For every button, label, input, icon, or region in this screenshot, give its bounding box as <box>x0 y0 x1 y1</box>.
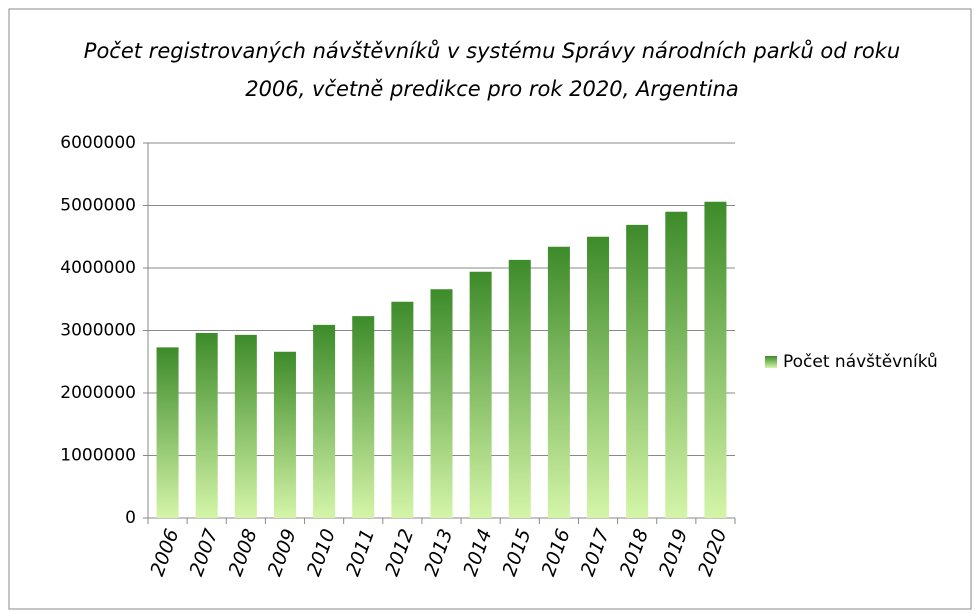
bar <box>704 201 727 518</box>
legend-label: Počet návštěvníků <box>783 352 938 372</box>
y-tick-label: 0 <box>125 508 136 528</box>
bar <box>273 351 296 518</box>
y-tick-label: 6000000 <box>60 133 136 153</box>
y-tick-label: 3000000 <box>60 321 136 341</box>
bar <box>547 246 570 518</box>
bar <box>234 334 257 518</box>
bar <box>430 289 453 518</box>
y-tick-label: 2000000 <box>60 383 136 403</box>
bar <box>626 224 649 518</box>
bar <box>391 301 414 518</box>
bar <box>156 347 179 518</box>
y-tick-label: 1000000 <box>60 446 136 466</box>
legend-swatch <box>765 356 777 368</box>
y-tick-label: 4000000 <box>60 258 136 278</box>
bar <box>352 316 375 518</box>
bar <box>587 236 610 518</box>
y-tick-label: 5000000 <box>60 196 136 216</box>
chart-title: Počet registrovaných návštěvníků v systé… <box>84 38 900 101</box>
bar <box>469 271 492 518</box>
bar <box>195 333 218 518</box>
bar <box>665 211 688 518</box>
bar <box>313 324 336 518</box>
bar <box>508 259 531 518</box>
